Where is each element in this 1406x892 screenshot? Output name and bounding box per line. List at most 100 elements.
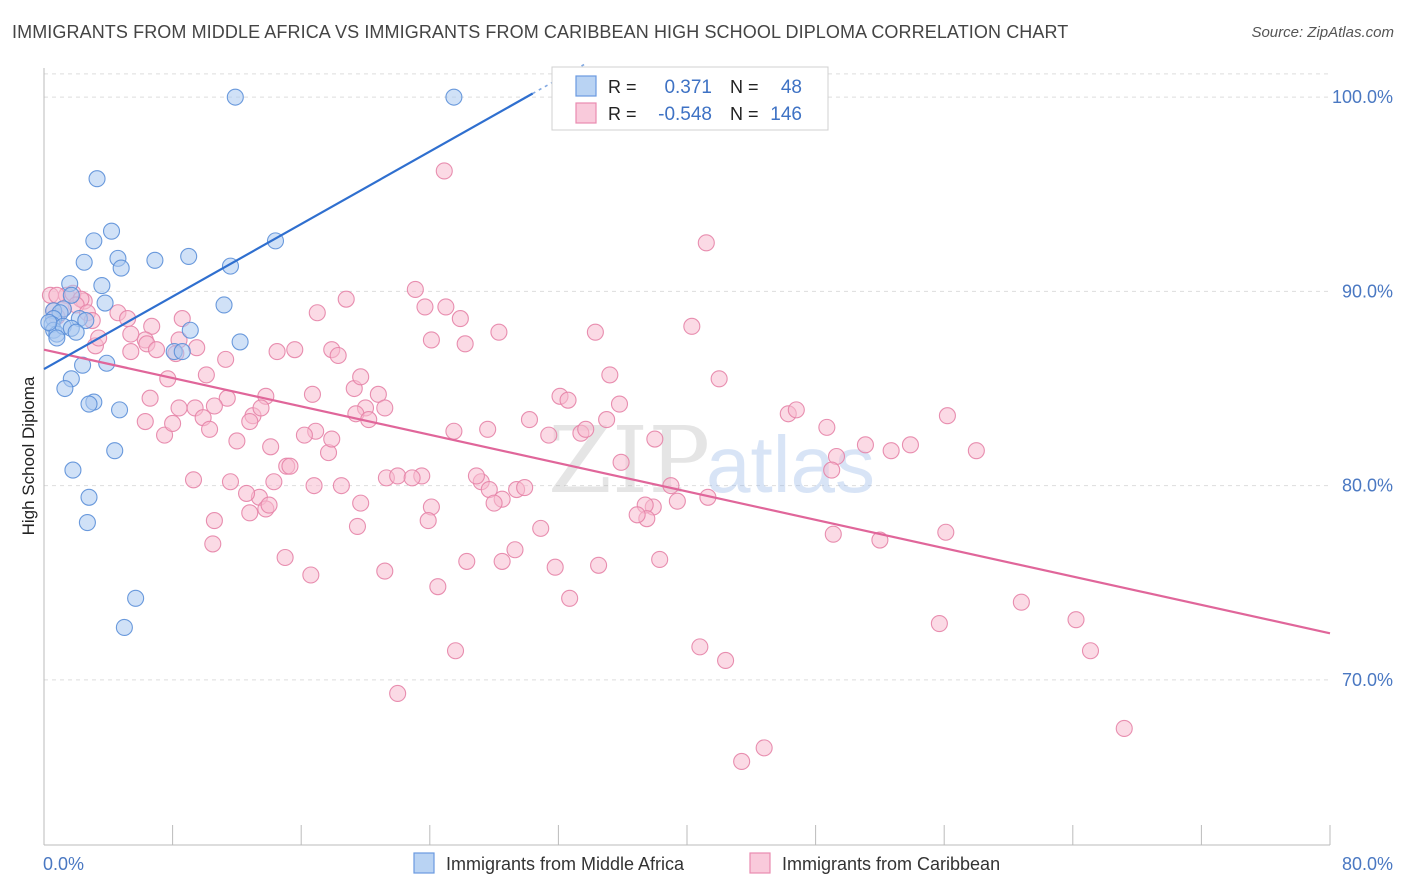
caribbean-point [389,684,407,703]
caribbean-point [406,280,424,298]
middle-africa-trendline [43,92,534,371]
caribbean-point [967,442,985,460]
legend-label-caribbean[interactable]: Immigrants from Caribbean [782,854,1000,874]
caribbean-point [419,512,437,530]
middle-africa-point [106,442,124,460]
caribbean-point [490,323,508,341]
caribbean-point [646,430,664,448]
caribbean-point [197,366,215,384]
caribbean-point [901,436,919,454]
legend-swatch-middle-africa[interactable] [413,852,435,874]
middle-africa-point [88,170,106,188]
middle-africa-point [180,247,198,265]
caribbean-point [445,422,463,440]
caribbean-point [479,420,497,438]
caribbean-point [1115,719,1133,738]
legend-swatch-caribbean[interactable] [749,852,771,874]
caribbean-point [456,335,474,353]
middle-africa-point [226,88,244,106]
caribbean-point [467,467,485,485]
caribbean-point [376,399,394,417]
middle-africa-point [127,589,145,607]
middle-africa-point [146,251,164,269]
middle-africa-point [80,488,98,506]
caribbean-point [228,432,246,450]
caribbean-point [435,162,453,180]
caribbean-point [586,323,604,341]
stats-n-label-1: N = [730,77,759,97]
stats-box-frame [551,66,829,131]
caribbean-point [824,525,842,543]
caribbean-point [329,346,347,365]
caribbean-point [156,426,174,444]
caribbean-point [241,504,259,522]
caribbean-point [937,523,955,541]
middle-africa-point [80,395,98,413]
x-tick-marks [43,825,1331,845]
caribbean-point [337,290,355,308]
caribbean-point [141,389,159,407]
caribbean-point [268,343,286,361]
caribbean-points [41,162,1133,771]
x-tick-label-max: 80.0% [1342,854,1393,874]
caribbean-point [308,304,326,322]
caribbean-point [429,578,447,596]
caribbean-point [416,298,434,316]
middle-africa-point [231,333,249,351]
middle-africa-point [112,259,130,277]
caribbean-point [493,552,511,570]
caribbean-point [612,453,630,471]
middle-africa-point [62,286,80,304]
caribbean-point [303,385,322,403]
stats-swatch-blue [575,75,597,97]
caribbean-point [561,589,579,607]
stats-r-label-1: R = [608,77,637,97]
caribbean-point [204,535,222,553]
y-tick-labels: 70.0% 80.0% 90.0% 100.0% [1332,87,1393,690]
caribbean-point [122,343,140,361]
caribbean-point [446,642,465,660]
caribbean-point [403,469,421,487]
middle-africa-point [93,277,111,295]
caribbean-point [733,752,751,771]
watermark-atlas: atlas [706,420,875,509]
caribbean-point [352,494,370,512]
y-tick-label: 80.0% [1342,476,1393,496]
caribbean-point [546,558,564,576]
middle-africa-point [40,313,58,332]
middle-africa-point [102,222,121,240]
middle-africa-point [78,513,96,532]
caribbean-point [376,562,394,580]
caribbean-point [451,310,469,328]
caribbean-point [201,420,219,438]
y-tick-label: 90.0% [1342,281,1393,301]
caribbean-point [173,310,191,328]
caribbean-point [205,397,223,415]
stats-swatch-pink [575,102,597,124]
middle-africa-point [48,329,66,347]
caribbean-point [164,414,182,433]
caribbean-point [302,566,320,584]
caribbean-point [856,436,874,454]
caribbean-point [286,341,304,359]
legend-label-middle-africa[interactable]: Immigrants from Middle Africa [446,854,685,874]
stats-r-value-1: 0.371 [664,77,712,98]
middle-africa-point [111,401,129,419]
caribbean-trendline [43,348,1331,635]
caribbean-point [281,457,299,475]
caribbean-point [1067,611,1085,629]
caribbean-point [252,399,270,417]
caribbean-point [755,739,773,757]
caribbean-point [188,339,206,357]
caribbean-point [305,477,323,495]
caribbean-point [823,461,841,479]
caribbean-point [683,317,701,335]
caribbean-point [1081,642,1100,660]
caribbean-point [217,350,235,368]
caribbean-point [348,517,367,535]
caribbean-point [221,473,240,491]
y-tick-label: 70.0% [1342,670,1393,690]
caribbean-point [532,519,550,537]
caribbean-point [506,541,524,559]
